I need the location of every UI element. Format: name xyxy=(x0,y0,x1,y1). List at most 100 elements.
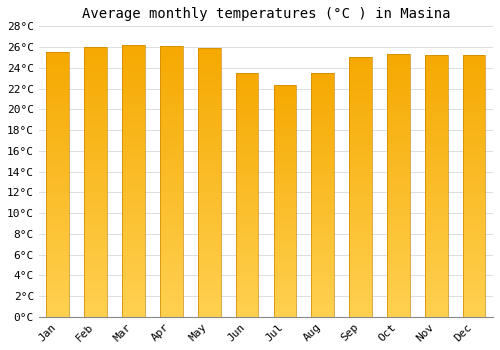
Bar xyxy=(236,197,258,200)
Bar xyxy=(349,159,372,161)
Bar xyxy=(198,279,220,282)
Bar xyxy=(349,288,372,291)
Bar xyxy=(236,283,258,285)
Bar xyxy=(122,301,145,303)
Bar xyxy=(274,127,296,130)
Bar xyxy=(122,99,145,102)
Bar xyxy=(84,141,107,144)
Bar xyxy=(122,173,145,175)
Bar xyxy=(312,166,334,168)
Bar xyxy=(349,307,372,309)
Bar xyxy=(463,278,485,280)
Bar xyxy=(387,280,410,283)
Bar xyxy=(349,239,372,241)
Bar xyxy=(122,107,145,110)
Bar xyxy=(274,289,296,291)
Bar xyxy=(84,176,107,179)
Bar xyxy=(46,76,69,79)
Bar xyxy=(122,69,145,72)
Bar xyxy=(198,75,220,78)
Bar xyxy=(46,251,69,253)
Bar xyxy=(387,60,410,62)
Bar xyxy=(236,314,258,317)
Bar xyxy=(349,195,372,197)
Bar xyxy=(274,136,296,139)
Bar xyxy=(160,295,182,298)
Bar xyxy=(274,268,296,271)
Bar xyxy=(46,137,69,140)
Bar xyxy=(274,85,296,317)
Bar xyxy=(349,156,372,159)
Bar xyxy=(349,278,372,280)
Bar xyxy=(463,225,485,228)
Bar xyxy=(122,243,145,246)
Bar xyxy=(122,230,145,232)
Bar xyxy=(274,180,296,183)
Bar xyxy=(122,227,145,230)
Bar xyxy=(349,182,372,184)
Bar xyxy=(236,266,258,268)
Bar xyxy=(425,246,448,249)
Bar xyxy=(387,233,410,236)
Bar xyxy=(160,70,182,73)
Bar xyxy=(425,178,448,181)
Bar xyxy=(349,60,372,63)
Bar xyxy=(198,252,220,255)
Bar xyxy=(274,217,296,219)
Bar xyxy=(84,158,107,160)
Bar xyxy=(198,201,220,204)
Bar xyxy=(160,176,182,179)
Bar xyxy=(349,208,372,210)
Bar xyxy=(84,217,107,220)
Bar xyxy=(236,302,258,304)
Bar xyxy=(46,219,69,222)
Bar xyxy=(425,278,448,280)
Bar xyxy=(198,204,220,206)
Bar xyxy=(425,126,448,128)
Bar xyxy=(463,55,485,58)
Bar xyxy=(425,251,448,254)
Bar xyxy=(236,297,258,300)
Bar xyxy=(387,173,410,175)
Bar xyxy=(425,217,448,220)
Bar xyxy=(160,206,182,209)
Bar xyxy=(46,179,69,182)
Bar xyxy=(160,78,182,81)
Bar xyxy=(312,92,334,95)
Bar xyxy=(236,119,258,122)
Bar xyxy=(198,118,220,121)
Bar xyxy=(463,147,485,149)
Bar xyxy=(46,298,69,301)
Bar xyxy=(84,255,107,258)
Bar xyxy=(463,149,485,152)
Bar xyxy=(274,157,296,160)
Bar xyxy=(463,204,485,207)
Bar xyxy=(387,78,410,80)
Bar xyxy=(387,154,410,157)
Bar xyxy=(46,124,69,126)
Bar xyxy=(425,191,448,194)
Bar xyxy=(46,79,69,81)
Bar xyxy=(387,89,410,91)
Bar xyxy=(160,168,182,170)
Bar xyxy=(312,158,334,161)
Bar xyxy=(425,144,448,147)
Bar xyxy=(46,84,69,86)
Bar xyxy=(312,180,334,183)
Bar xyxy=(425,194,448,197)
Bar xyxy=(160,225,182,228)
Bar xyxy=(46,253,69,256)
Bar xyxy=(84,195,107,198)
Bar xyxy=(387,68,410,70)
Bar xyxy=(198,241,220,244)
Bar xyxy=(160,76,182,78)
Bar xyxy=(236,144,258,146)
Bar xyxy=(84,47,107,317)
Bar xyxy=(122,156,145,159)
Bar xyxy=(349,122,372,125)
Bar xyxy=(349,96,372,99)
Bar xyxy=(312,295,334,297)
Bar xyxy=(122,219,145,222)
Bar xyxy=(198,142,220,145)
Bar xyxy=(198,145,220,147)
